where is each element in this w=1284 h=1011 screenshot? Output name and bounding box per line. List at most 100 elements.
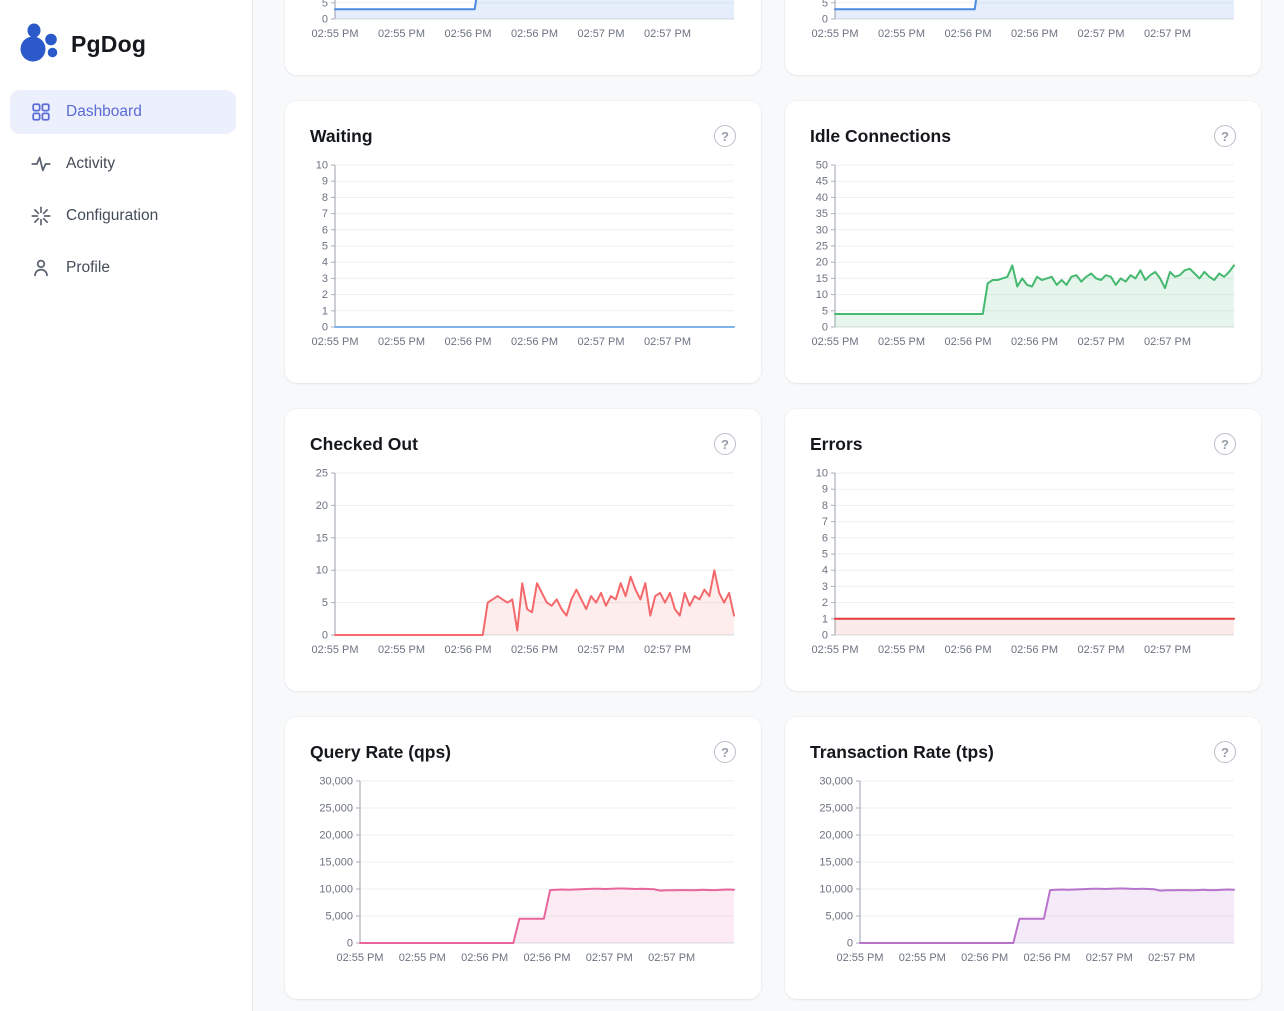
svg-text:30,000: 30,000 [319, 777, 353, 788]
svg-text:02:55 PM: 02:55 PM [899, 952, 946, 964]
line-chart: 0 5,000 10,000 15,000 20,000 25,000 30,000 02:5… [819, 777, 1235, 964]
sidebar-item-profile[interactable]: Profile [10, 246, 236, 290]
chart-title: Waiting [310, 125, 373, 146]
svg-text:25: 25 [316, 469, 328, 480]
sidebar-item-activity[interactable]: Activity [10, 142, 236, 186]
svg-text:02:56 PM: 02:56 PM [511, 28, 558, 40]
svg-text:02:57 PM: 02:57 PM [644, 28, 691, 40]
svg-text:10: 10 [316, 565, 328, 577]
svg-text:02:57 PM: 02:57 PM [1144, 28, 1191, 40]
svg-text:5,000: 5,000 [825, 911, 853, 923]
help-icon[interactable]: ? [1214, 741, 1236, 763]
svg-text:02:57 PM: 02:57 PM [644, 644, 691, 656]
line-chart: 0 1 2 3 4 5 6 7 8 9 10 02:55 PM 02:55 PM 02:56 PM 02:5… [811, 469, 1235, 656]
svg-text:30,000: 30,000 [819, 777, 853, 788]
svg-text:15,000: 15,000 [319, 857, 353, 869]
svg-text:9: 9 [322, 176, 328, 188]
svg-text:02:57 PM: 02:57 PM [1144, 644, 1191, 656]
svg-text:25: 25 [816, 241, 828, 253]
sidebar-nav: Dashboard Activity [0, 90, 252, 290]
line-chart: 0 5,000 10,000 15,000 20,000 25,000 30,000 02:5… [319, 777, 735, 964]
svg-text:02:55 PM: 02:55 PM [311, 28, 358, 40]
svg-text:20: 20 [816, 257, 828, 269]
dashboard-grid-icon [30, 101, 52, 123]
svg-text:02:55 PM: 02:55 PM [811, 644, 858, 656]
svg-text:02:56 PM: 02:56 PM [1011, 644, 1058, 656]
svg-text:45: 45 [816, 176, 828, 188]
sidebar-item-label: Configuration [66, 207, 159, 224]
svg-text:5: 5 [822, 549, 828, 561]
svg-text:50: 50 [816, 161, 828, 172]
svg-text:02:56 PM: 02:56 PM [1011, 28, 1058, 40]
svg-text:6: 6 [322, 224, 328, 236]
svg-text:10: 10 [816, 289, 828, 301]
svg-text:5,000: 5,000 [325, 911, 353, 923]
svg-text:4: 4 [322, 257, 328, 269]
help-icon[interactable]: ? [1214, 433, 1236, 455]
chart-card-errors: Errors ? 0 1 2 3 4 5 6 7 8 9 10 02:55 PM 02:55 PM 02:… [785, 409, 1261, 691]
help-icon[interactable]: ? [714, 741, 736, 763]
svg-text:02:56 PM: 02:56 PM [461, 952, 508, 964]
svg-text:02:57 PM: 02:57 PM [648, 952, 695, 964]
help-icon[interactable]: ? [1214, 125, 1236, 147]
svg-text:9: 9 [822, 484, 828, 496]
configuration-spark-icon [30, 205, 52, 227]
svg-text:0: 0 [847, 938, 853, 950]
svg-text:0: 0 [322, 630, 328, 642]
svg-text:02:55 PM: 02:55 PM [811, 28, 858, 40]
svg-text:02:56 PM: 02:56 PM [1023, 952, 1070, 964]
svg-text:20,000: 20,000 [319, 830, 353, 842]
svg-text:02:57 PM: 02:57 PM [644, 336, 691, 348]
svg-text:02:55 PM: 02:55 PM [399, 952, 446, 964]
svg-text:02:57 PM: 02:57 PM [1077, 28, 1124, 40]
svg-text:0: 0 [322, 322, 328, 334]
svg-text:02:55 PM: 02:55 PM [878, 336, 925, 348]
sidebar-item-dashboard[interactable]: Dashboard [10, 90, 236, 134]
chart-title: Errors [810, 433, 863, 454]
app-logo: PgDog [0, 18, 252, 70]
svg-text:5: 5 [322, 241, 328, 253]
svg-text:0: 0 [322, 14, 328, 26]
help-icon[interactable]: ? [714, 433, 736, 455]
svg-text:2: 2 [322, 289, 328, 301]
svg-text:02:57 PM: 02:57 PM [1077, 336, 1124, 348]
sidebar-item-configuration[interactable]: Configuration [10, 194, 236, 238]
chart-card-query-rate: Query Rate (qps) ? 0 5,000 10,000 15,000 20,… [285, 717, 761, 999]
svg-text:1: 1 [322, 305, 328, 317]
chart-title: Checked Out [310, 433, 418, 454]
svg-text:02:55 PM: 02:55 PM [878, 644, 925, 656]
chart-card-idle-connections: Idle Connections ? 0 5 10 15 20 25 30 35 40 45 50 0… [785, 101, 1261, 383]
sidebar: PgDog Dashboard Activity [0, 0, 253, 1011]
svg-text:02:55 PM: 02:55 PM [811, 336, 858, 348]
chart-card-waiting: Waiting ? 0 1 2 3 4 5 6 7 8 9 10 02:55 PM 02:55 PM 02… [285, 101, 761, 383]
svg-text:5: 5 [322, 0, 328, 9]
svg-text:40: 40 [816, 192, 828, 204]
svg-text:02:55 PM: 02:55 PM [836, 952, 883, 964]
svg-text:3: 3 [322, 273, 328, 285]
svg-text:02:56 PM: 02:56 PM [444, 336, 491, 348]
svg-text:3: 3 [822, 581, 828, 593]
svg-text:02:56 PM: 02:56 PM [944, 644, 991, 656]
sidebar-item-label: Activity [66, 155, 116, 172]
svg-text:10,000: 10,000 [819, 884, 853, 896]
svg-text:25,000: 25,000 [319, 803, 353, 815]
help-icon[interactable]: ? [714, 125, 736, 147]
svg-text:02:55 PM: 02:55 PM [378, 336, 425, 348]
chart-title: Query Rate (qps) [310, 741, 451, 762]
svg-text:0: 0 [822, 630, 828, 642]
svg-text:25,000: 25,000 [819, 803, 853, 815]
svg-text:35: 35 [816, 208, 828, 220]
svg-text:5: 5 [822, 0, 828, 9]
line-chart: 0 5 10 15 20 25 02:55 PM 02:55 PM 02:56 PM 02:56 … [311, 469, 735, 656]
sidebar-item-label: Profile [66, 259, 110, 276]
svg-text:30: 30 [816, 224, 828, 236]
sidebar-item-label: Dashboard [66, 103, 142, 120]
svg-text:02:55 PM: 02:55 PM [378, 644, 425, 656]
svg-text:02:57 PM: 02:57 PM [1144, 336, 1191, 348]
chart-card-checked-out: Checked Out ? 0 5 10 15 20 25 02:55 PM 02:55 PM… [285, 409, 761, 691]
